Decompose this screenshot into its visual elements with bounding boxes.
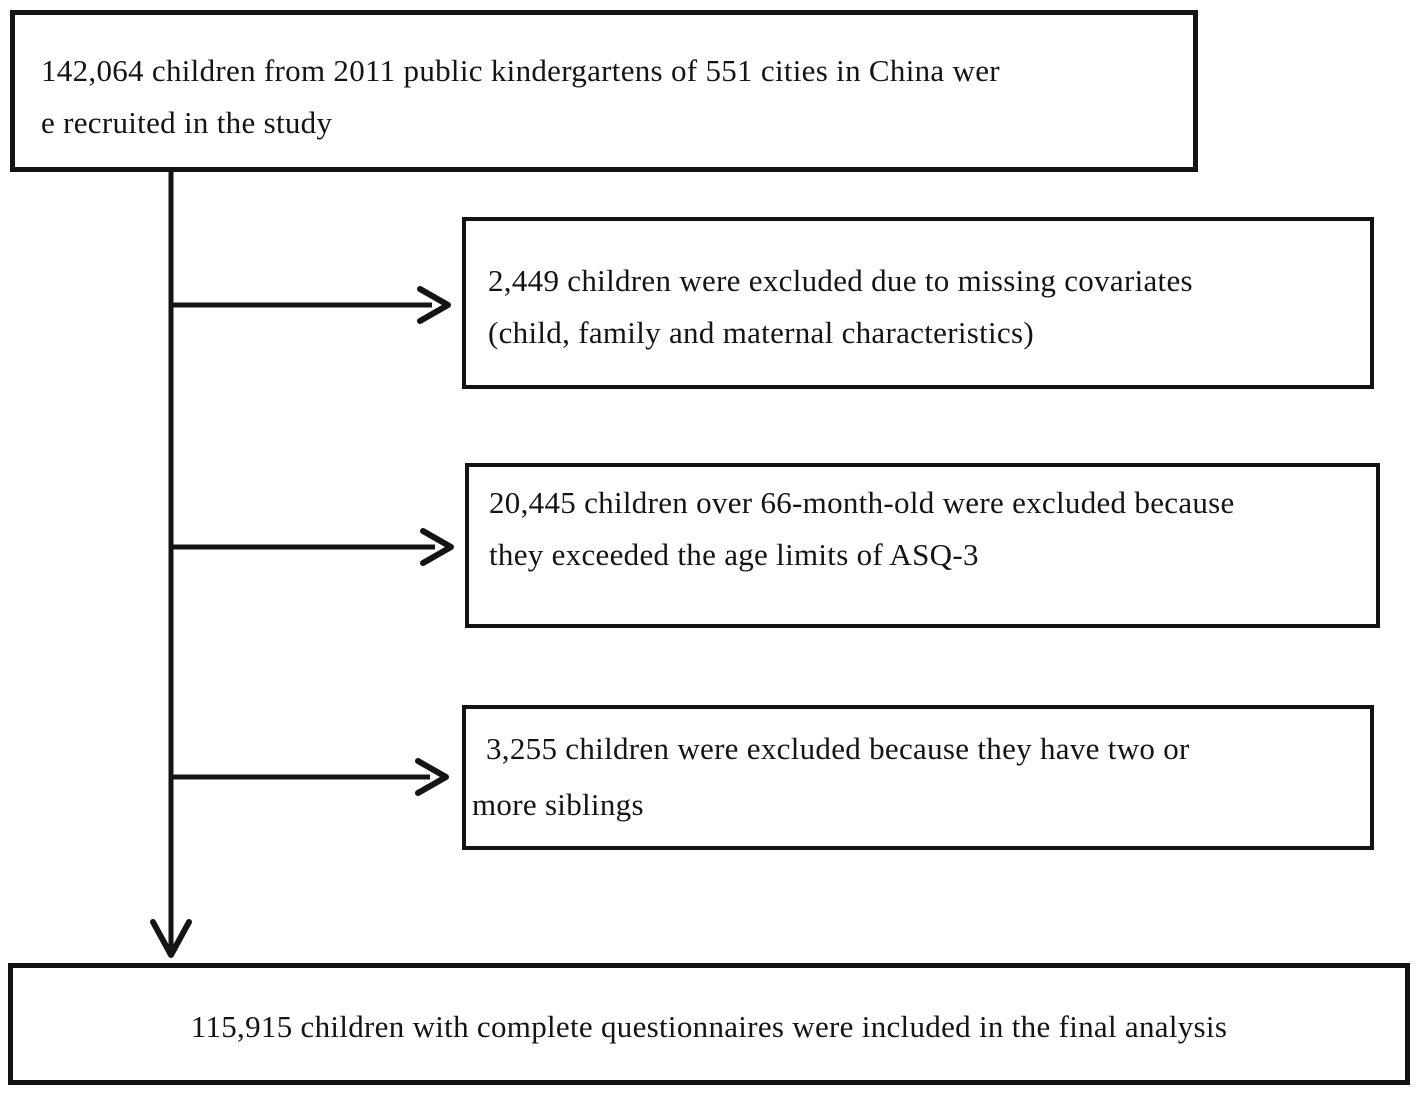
exclusion-node-missing-covariates: 2,449 children were excluded due to miss…: [462, 217, 1374, 389]
node-text-line: e recruited in the study: [41, 105, 333, 140]
node-text-line: (child, family and maternal characterist…: [488, 315, 1034, 350]
node-text-line: 115,915 children with complete questionn…: [190, 1009, 1228, 1044]
node-text-line: 3,255 children were excluded because the…: [486, 731, 1190, 766]
node-text-line: 142,064 children from 2011 public kinder…: [41, 53, 1000, 88]
start-node-recruited: 142,064 children from 2011 public kinder…: [10, 10, 1198, 172]
arrowhead-right-icon: [420, 528, 454, 566]
node-text-line: more siblings: [472, 787, 644, 822]
arrowhead-down-icon: [150, 919, 192, 958]
arrowhead-right-icon: [415, 758, 449, 796]
final-node-included-analysis: 115,915 children with complete questionn…: [8, 963, 1410, 1085]
exclusion-node-siblings: 3,255 children were excluded because the…: [462, 705, 1374, 850]
exclusion-node-over-age: 20,445 children over 66-month-old were e…: [465, 463, 1380, 628]
node-text-line: 2,449 children were excluded due to miss…: [488, 263, 1193, 298]
node-text-line: they exceeded the age limits of ASQ-3: [489, 537, 979, 572]
node-text-line: 20,445 children over 66-month-old were e…: [489, 485, 1235, 520]
arrowhead-right-icon: [417, 286, 451, 324]
